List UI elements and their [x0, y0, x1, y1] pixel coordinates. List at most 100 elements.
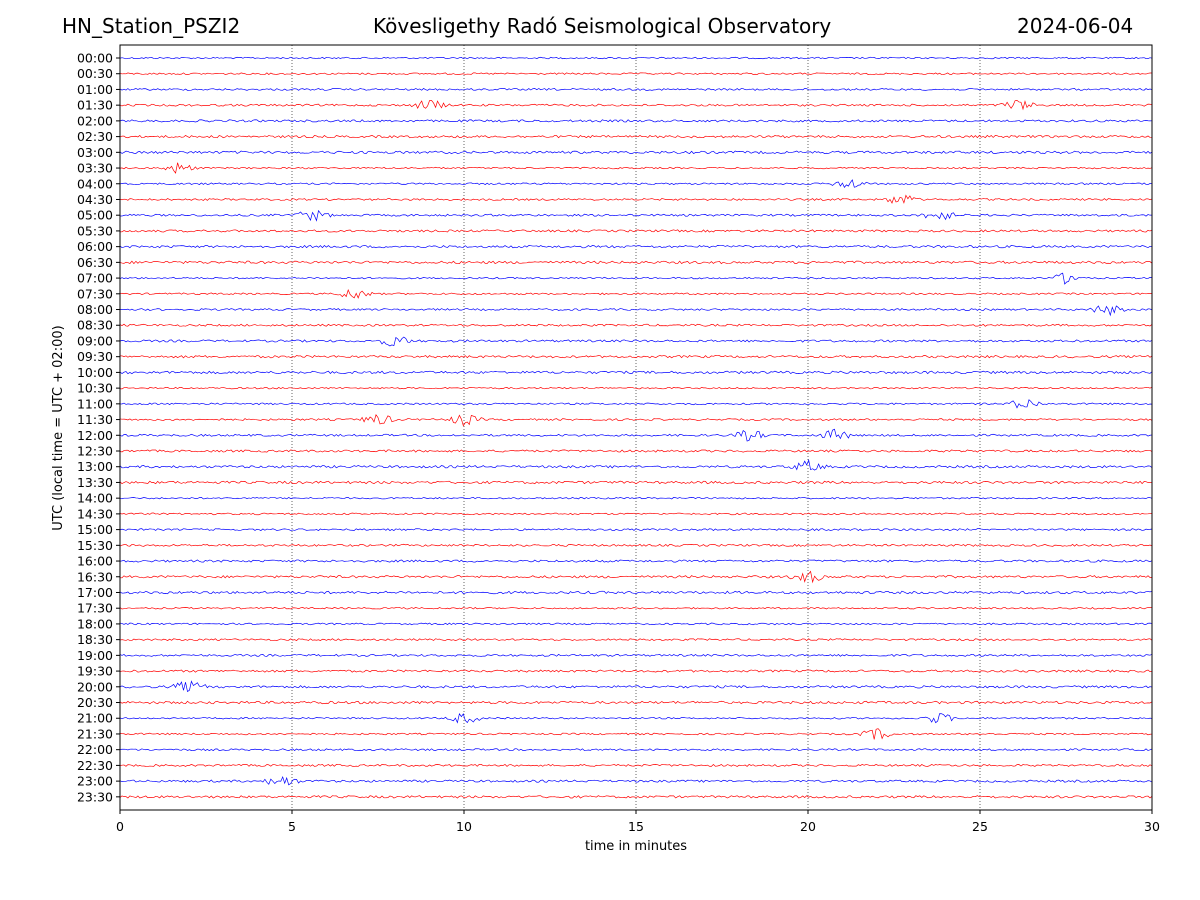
- grid-lines: [291, 45, 981, 810]
- y-tick-label: 13:00: [77, 459, 113, 474]
- trace-row-0800: [119, 305, 1153, 317]
- y-tick-label: 04:00: [77, 176, 113, 191]
- date-title: 2024-06-04: [1017, 14, 1134, 38]
- y-tick-label: 16:30: [77, 569, 113, 584]
- x-tick-label: 10: [456, 819, 472, 834]
- trace-row-0330: [119, 162, 1153, 174]
- y-tick-label: 22:30: [77, 758, 113, 773]
- trace-row-0200: [119, 119, 1153, 123]
- y-tick-label: 22:00: [77, 742, 113, 757]
- x-tick-label: 0: [116, 819, 124, 834]
- x-tick-label: 15: [628, 819, 644, 834]
- y-tick-label: 11:30: [77, 412, 113, 427]
- trace-row-0530: [119, 229, 1153, 233]
- y-tick-label: 19:00: [77, 648, 113, 663]
- y-tick-label: 09:30: [77, 349, 113, 364]
- trace-row-1230: [119, 449, 1153, 453]
- trace-row-2330: [119, 795, 1153, 799]
- y-tick-label: 01:30: [77, 98, 113, 113]
- trace-row-1900: [119, 653, 1153, 657]
- trace-row-1130: [119, 413, 1153, 427]
- y-tick-label: 02:00: [77, 113, 113, 128]
- y-tick-label: 21:30: [77, 726, 113, 741]
- y-tick-label: 17:00: [77, 585, 113, 600]
- y-tick-label: 06:30: [77, 255, 113, 270]
- y-axis-label: UTC (local time = UTC + 02:00): [51, 325, 66, 530]
- y-tick-label: 13:30: [77, 475, 113, 490]
- y-tick-label: 18:00: [77, 616, 113, 631]
- y-tick-label: 04:30: [77, 192, 113, 207]
- y-tick-label: 15:30: [77, 538, 113, 553]
- trace-row-0000: [119, 56, 1153, 60]
- trace-row-1800: [119, 622, 1153, 626]
- y-tick-label: 00:00: [77, 51, 113, 66]
- y-tick-label: 05:30: [77, 223, 113, 238]
- y-tick-label: 10:30: [77, 381, 113, 396]
- trace-row-2030: [119, 700, 1153, 705]
- trace-row-0830: [119, 323, 1153, 327]
- y-tick-label: 03:30: [77, 161, 113, 176]
- trace-row-2100: [119, 712, 1153, 724]
- trace-row-1600: [119, 559, 1153, 563]
- trace-row-2000: [119, 680, 1153, 693]
- y-tick-label: 08:00: [77, 302, 113, 317]
- seismic-traces: [119, 56, 1153, 799]
- y-tick-label: 10:00: [77, 365, 113, 380]
- y-tick-label: 09:00: [77, 333, 113, 348]
- observatory-title: Kövesligethy Radó Seismological Observat…: [373, 14, 832, 38]
- y-tick-label: 21:00: [77, 711, 113, 726]
- y-tick-label: 12:30: [77, 444, 113, 459]
- y-tick-label: 19:30: [77, 664, 113, 679]
- trace-row-0400: [119, 179, 1153, 188]
- trace-row-0630: [119, 260, 1153, 265]
- trace-row-1630: [119, 570, 1153, 584]
- trace-row-1030: [119, 386, 1153, 390]
- y-tick-label: 14:30: [77, 506, 113, 521]
- trace-row-1430: [119, 512, 1153, 516]
- y-tick-label: 02:30: [77, 129, 113, 144]
- trace-row-0430: [119, 194, 1153, 204]
- trace-row-2300: [119, 775, 1153, 786]
- y-tick-labels: 00:0000:3001:0001:3002:0002:3003:0003:30…: [77, 51, 120, 804]
- y-tick-label: 16:00: [77, 554, 113, 569]
- trace-row-0300: [119, 150, 1153, 155]
- y-tick-label: 17:30: [77, 601, 113, 616]
- trace-row-0100: [119, 88, 1153, 91]
- trace-row-1100: [119, 399, 1153, 409]
- trace-row-0900: [119, 336, 1153, 347]
- y-tick-label: 20:30: [77, 695, 113, 710]
- trace-row-1930: [119, 669, 1153, 673]
- trace-row-0230: [119, 134, 1153, 139]
- y-tick-label: 18:30: [77, 632, 113, 647]
- y-tick-label: 23:00: [77, 774, 113, 789]
- y-tick-label: 07:00: [77, 271, 113, 286]
- y-tick-label: 12:00: [77, 428, 113, 443]
- trace-row-1700: [119, 590, 1153, 595]
- trace-row-1530: [119, 543, 1153, 547]
- trace-row-0030: [119, 72, 1153, 75]
- trace-row-0500: [119, 209, 1153, 222]
- trace-row-0730: [119, 288, 1153, 299]
- y-tick-label: 07:30: [77, 286, 113, 301]
- trace-row-1000: [119, 370, 1153, 375]
- trace-row-1300: [119, 459, 1153, 471]
- trace-row-1200: [119, 428, 1153, 442]
- trace-row-1500: [119, 528, 1153, 531]
- y-tick-label: 23:30: [77, 789, 113, 804]
- trace-row-0130: [119, 100, 1153, 111]
- y-tick-label: 00:30: [77, 66, 113, 81]
- station-title: HN_Station_PSZI2: [62, 14, 241, 38]
- trace-row-0700: [119, 272, 1153, 285]
- x-tick-label: 20: [800, 819, 816, 834]
- trace-row-2130: [119, 728, 1153, 740]
- y-tick-label: 15:00: [77, 522, 113, 537]
- trace-row-1730: [119, 606, 1153, 610]
- trace-row-2200: [119, 748, 1153, 752]
- x-axis-label: time in minutes: [585, 839, 687, 854]
- y-tick-label: 06:00: [77, 239, 113, 254]
- x-tick-label: 5: [288, 819, 296, 834]
- y-tick-label: 14:00: [77, 491, 113, 506]
- y-tick-label: 05:00: [77, 208, 113, 223]
- y-tick-label: 11:00: [77, 396, 113, 411]
